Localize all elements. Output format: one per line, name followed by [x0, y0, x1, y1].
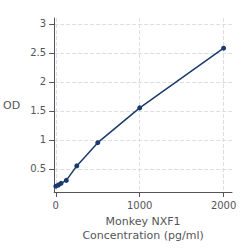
svg-text:1000: 1000	[127, 200, 152, 211]
svg-text:2.5: 2.5	[30, 47, 46, 58]
svg-text:Monkey NXF1: Monkey NXF1	[106, 215, 181, 228]
svg-text:2: 2	[40, 76, 46, 87]
svg-text:Concentration (pg/ml): Concentration (pg/ml)	[82, 229, 203, 242]
svg-text:0.5: 0.5	[30, 163, 46, 174]
svg-text:OD: OD	[3, 99, 20, 112]
svg-text:3: 3	[40, 18, 46, 29]
svg-text:2000: 2000	[211, 200, 236, 211]
svg-text:0: 0	[53, 200, 59, 211]
svg-text:1: 1	[40, 134, 46, 145]
svg-text:1.5: 1.5	[30, 105, 46, 116]
